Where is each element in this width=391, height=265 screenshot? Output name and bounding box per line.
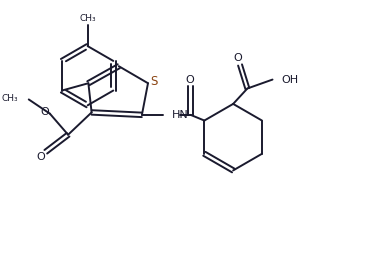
Text: HN: HN — [172, 110, 188, 120]
Text: S: S — [150, 75, 157, 88]
Text: O: O — [234, 54, 242, 64]
Text: OH: OH — [282, 74, 299, 85]
Text: O: O — [36, 152, 45, 162]
Text: O: O — [41, 107, 49, 117]
Text: CH₃: CH₃ — [2, 94, 19, 103]
Text: CH₃: CH₃ — [79, 14, 96, 23]
Text: O: O — [185, 74, 194, 85]
